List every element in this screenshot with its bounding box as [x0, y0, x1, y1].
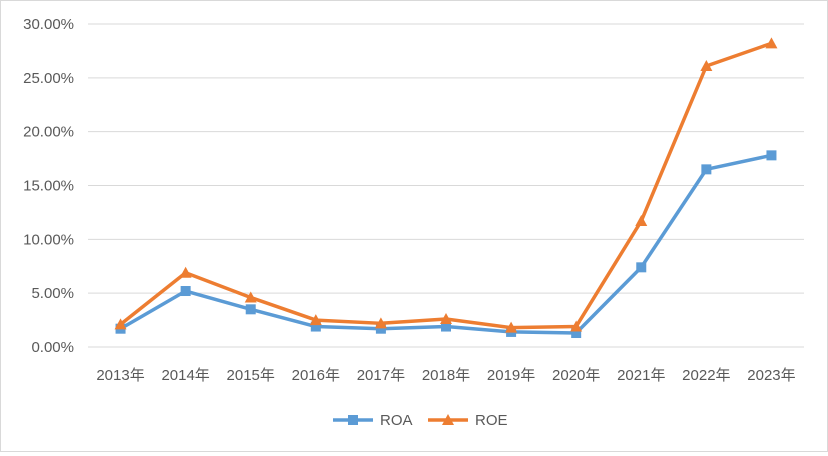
y-tick-label: 20.00% — [23, 124, 74, 141]
y-tick-label: 25.00% — [23, 70, 74, 87]
x-tick-label: 2019年 — [487, 367, 535, 384]
x-tick-label: 2021年 — [617, 367, 665, 384]
x-tick-label: 2022年 — [682, 367, 730, 384]
roa-point — [766, 150, 777, 161]
legend-roe-marker — [442, 414, 454, 425]
series-layer — [114, 37, 778, 339]
x-tick-label: 2014年 — [161, 367, 209, 384]
x-tick-label: 2016年 — [292, 367, 340, 384]
legend-roa-label: ROA — [380, 412, 413, 429]
roe-point — [374, 317, 387, 329]
roe-point — [700, 59, 713, 71]
roa-point — [180, 286, 191, 297]
legend-roe-label: ROE — [475, 412, 508, 429]
roe-point — [505, 321, 518, 333]
roa-line — [118, 153, 774, 335]
roe-point — [179, 266, 192, 278]
gridlines — [88, 23, 804, 348]
roe-point — [440, 313, 452, 325]
x-tick-label: 2018年 — [422, 367, 470, 384]
roa-point — [441, 321, 451, 332]
roe-point — [244, 291, 257, 303]
legend-roa-marker — [348, 415, 358, 425]
y-tick-label: 30.00% — [23, 16, 74, 33]
roe-point — [114, 318, 127, 330]
x-tick-label: 2023年 — [747, 367, 795, 384]
y-tick-label: 10.00% — [23, 231, 74, 248]
y-tick-label: 5.00% — [31, 285, 74, 302]
y-axis-tick-labels: 0.00% 5.00% 10.00% 15.00% 20.00% 25.00% 30.00% — [23, 16, 74, 356]
roa-point — [701, 164, 712, 175]
y-tick-label: 0.00% — [31, 339, 74, 356]
legend: ROA ROE — [333, 412, 508, 429]
x-tick-label: 2017年 — [357, 367, 405, 384]
roa-point — [571, 328, 582, 339]
roe-point — [765, 37, 778, 49]
x-axis-tick-labels: 2013年 2014年 2015年 2016年 2017年 2018年 2019年 2020年… — [96, 367, 795, 384]
series-roe — [114, 37, 778, 333]
y-tick-label: 15.00% — [23, 178, 74, 195]
roa-point — [245, 304, 256, 315]
legend-item-roe: ROE — [428, 412, 508, 429]
roa-point — [636, 262, 647, 273]
roe-point — [570, 320, 583, 332]
roe-point — [635, 215, 648, 227]
roa-point — [310, 321, 321, 332]
roa-point — [375, 323, 386, 334]
x-tick-label: 2013年 — [96, 367, 144, 384]
series-roa — [115, 150, 777, 339]
x-tick-label: 2015年 — [227, 367, 275, 384]
roe-point — [309, 314, 322, 326]
legend-item-roa: ROA — [333, 412, 413, 429]
x-tick-label: 2020年 — [552, 367, 600, 384]
